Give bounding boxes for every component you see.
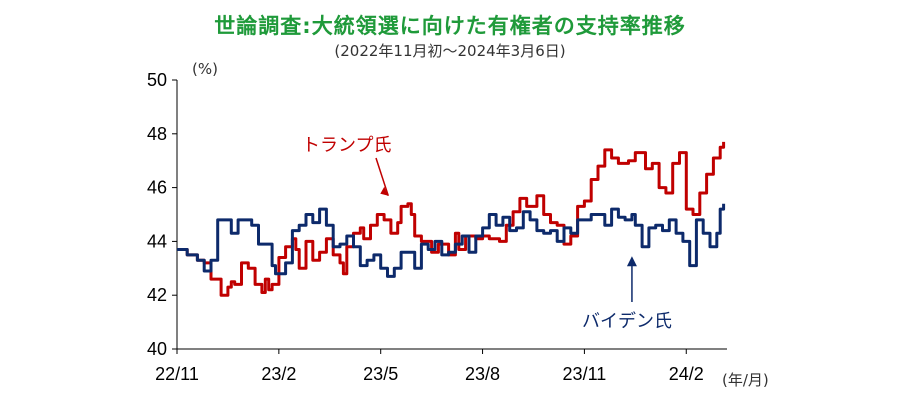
chart-subtitle: (2022年11月初〜2024年3月6日) (334, 42, 566, 60)
trump-arrow-head (380, 186, 389, 196)
y-tick-label: 48 (147, 124, 167, 144)
y-tick-label: 42 (147, 285, 167, 305)
x-tick-label: 24/2 (669, 364, 704, 384)
series-group (177, 141, 726, 297)
biden-series-label: バイデン氏 (582, 311, 672, 332)
y-axis-ticks: 40 42 44 46 48 50 (147, 70, 177, 359)
x-axis-ticks: 22/11 23/2 23/5 23/8 23/11 24/2 (155, 349, 704, 384)
y-tick-label: 40 (147, 339, 167, 359)
chart-title: 世論調査:大統領選に向けた有権者の支持率推移 (214, 14, 686, 38)
x-tick-label: 22/11 (155, 364, 199, 384)
trump-series-label: トランプ氏 (302, 135, 391, 156)
x-tick-label: 23/8 (465, 364, 500, 384)
series-line-biden (177, 203, 726, 278)
x-axis-unit-label: (年/月) (722, 371, 769, 389)
y-tick-label: 46 (147, 178, 167, 198)
x-tick-label: 23/2 (261, 364, 296, 384)
trump-annotation-arrow (375, 157, 389, 196)
x-tick-label: 23/11 (563, 364, 607, 384)
biden-arrow-head (626, 256, 637, 267)
x-tick-label: 23/5 (363, 364, 398, 384)
series-line-trump (177, 141, 726, 297)
y-axis-unit-label: (%) (192, 60, 218, 78)
y-tick-label: 50 (147, 70, 167, 90)
y-tick-label: 44 (147, 231, 167, 251)
